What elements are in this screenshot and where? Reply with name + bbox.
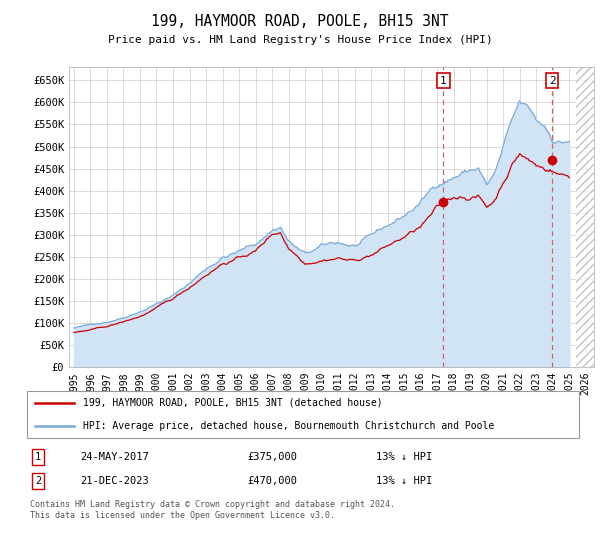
Text: 199, HAYMOOR ROAD, POOLE, BH15 3NT: 199, HAYMOOR ROAD, POOLE, BH15 3NT	[151, 14, 449, 29]
Text: 13% ↓ HPI: 13% ↓ HPI	[376, 477, 432, 487]
Text: HPI: Average price, detached house, Bournemouth Christchurch and Poole: HPI: Average price, detached house, Bour…	[83, 421, 494, 431]
Text: £470,000: £470,000	[247, 477, 297, 487]
Text: 21-DEC-2023: 21-DEC-2023	[80, 477, 149, 487]
Text: 199, HAYMOOR ROAD, POOLE, BH15 3NT (detached house): 199, HAYMOOR ROAD, POOLE, BH15 3NT (deta…	[83, 398, 382, 408]
Text: 13% ↓ HPI: 13% ↓ HPI	[376, 452, 432, 462]
Text: 2: 2	[549, 76, 556, 86]
Text: Price paid vs. HM Land Registry's House Price Index (HPI): Price paid vs. HM Land Registry's House …	[107, 35, 493, 45]
FancyBboxPatch shape	[27, 391, 579, 437]
Text: 1: 1	[440, 76, 447, 86]
Text: £375,000: £375,000	[247, 452, 297, 462]
Text: 24-MAY-2017: 24-MAY-2017	[80, 452, 149, 462]
Text: 2: 2	[35, 477, 41, 487]
Bar	[576, 67, 594, 367]
Text: Contains HM Land Registry data © Crown copyright and database right 2024.
This d: Contains HM Land Registry data © Crown c…	[29, 500, 395, 520]
Text: 1: 1	[35, 452, 41, 462]
